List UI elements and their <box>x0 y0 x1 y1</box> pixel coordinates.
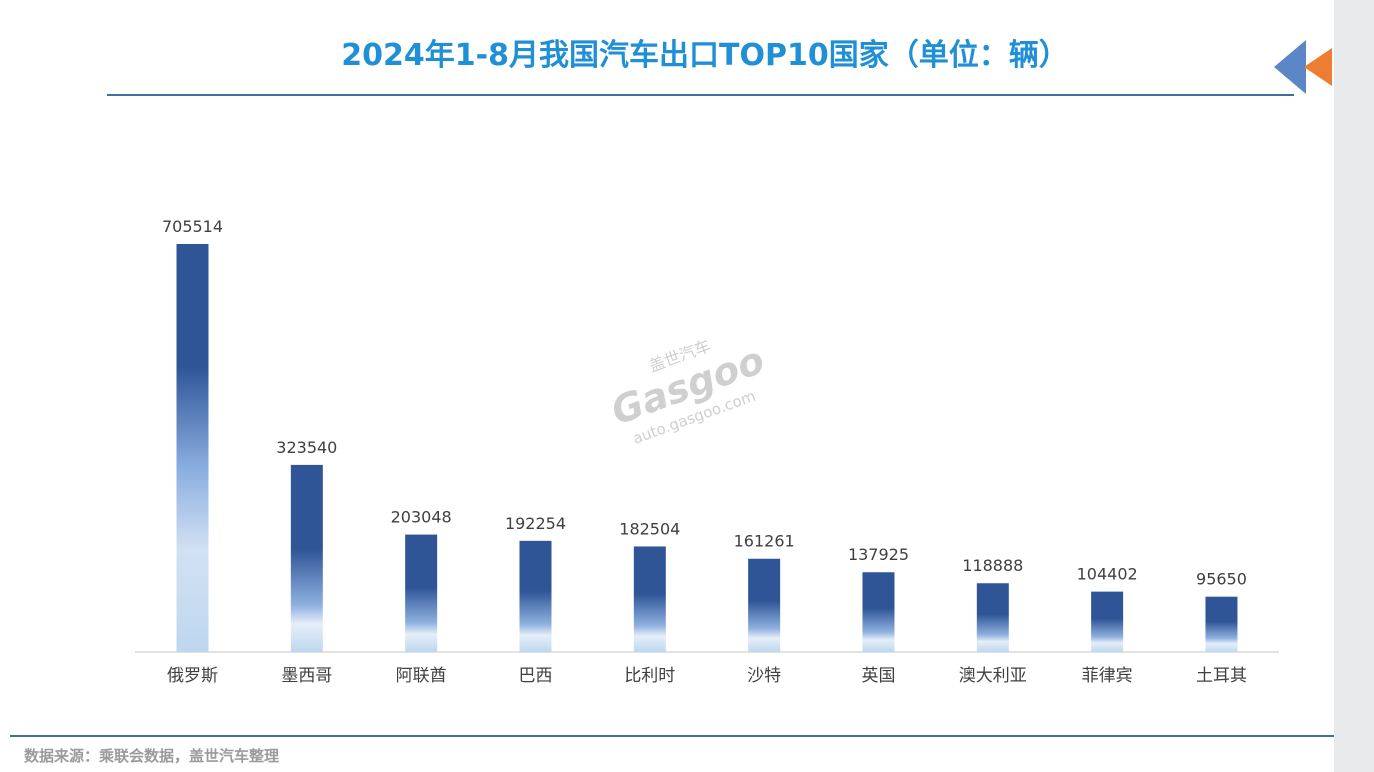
category-label-2: 墨西哥 <box>281 666 332 686</box>
bar-10 <box>1205 596 1238 652</box>
chart-title: 2024年1-8月我国汽车出口TOP10国家（单位：辆） <box>341 38 1069 73</box>
bar-1 <box>176 244 209 652</box>
watermark: 盖世汽车 Gasgoo auto.gasgoo.com <box>606 336 770 448</box>
data-label-2: 323540 <box>276 438 337 457</box>
data-label-10: 95650 <box>1196 570 1247 589</box>
arrow-orange-shape <box>1304 48 1332 86</box>
data-label-4: 192254 <box>505 514 566 533</box>
bar-5 <box>633 546 666 652</box>
data-source: 数据来源：乘联会数据，盖世汽车整理 <box>24 747 280 765</box>
data-label-8: 118888 <box>962 556 1023 575</box>
category-label-4: 巴西 <box>518 666 552 686</box>
bar-4 <box>519 540 552 652</box>
bar-7 <box>862 572 895 652</box>
bar-3 <box>405 534 438 652</box>
side-strip <box>1334 0 1374 772</box>
footer-divider <box>10 735 1334 737</box>
category-label-7: 英国 <box>861 666 895 686</box>
bar-8 <box>976 583 1009 652</box>
arrow-blue-shape <box>1274 40 1306 94</box>
category-label-1: 俄罗斯 <box>167 666 218 686</box>
bar-6 <box>748 558 781 652</box>
category-label-5: 比利时 <box>624 666 675 686</box>
category-label-10: 土耳其 <box>1196 666 1247 686</box>
data-label-6: 161261 <box>734 532 795 551</box>
category-label-9: 菲律宾 <box>1082 666 1133 686</box>
data-label-9: 104402 <box>1077 565 1138 584</box>
category-label-3: 阿联酋 <box>396 666 447 686</box>
bar-chart: 705514 俄罗斯 323540 墨西哥 203048 阿联酋 192254 巴西 18250… <box>135 217 1279 686</box>
data-label-3: 203048 <box>391 508 452 527</box>
bar-9 <box>1091 591 1124 652</box>
data-label-7: 137925 <box>848 545 909 564</box>
bar-2 <box>290 464 323 652</box>
data-label-5: 182504 <box>619 519 680 538</box>
data-label-1: 705514 <box>162 217 223 236</box>
category-label-8: 澳大利亚 <box>959 666 1027 686</box>
category-label-6: 沙特 <box>747 666 781 686</box>
arrow-logo-icon <box>1274 40 1332 94</box>
title-divider <box>107 94 1294 96</box>
